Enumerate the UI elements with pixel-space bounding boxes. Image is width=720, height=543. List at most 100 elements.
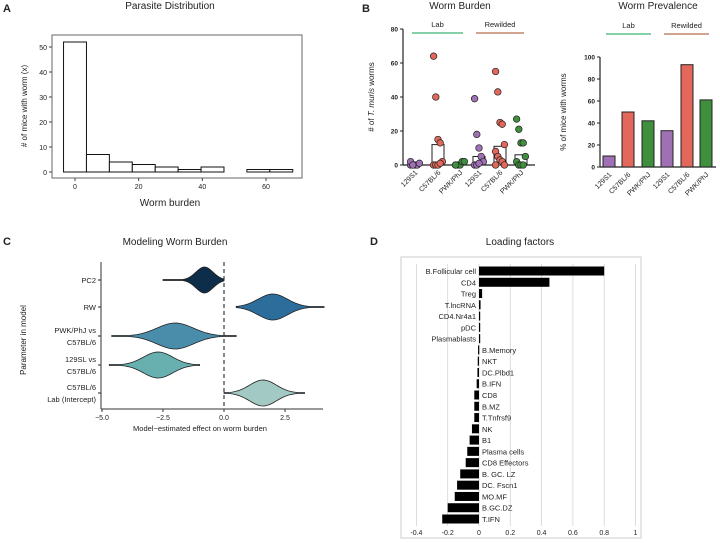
data-point [460,157,469,166]
violin [162,266,225,294]
loading-bar [479,300,481,310]
data-point [519,161,527,169]
panel-label: A [3,3,11,15]
x-tick-label: 0.4 [537,530,547,537]
loading-bar [442,514,479,524]
loading-bar [469,435,479,445]
panel-label: D [370,236,378,248]
prevalence-bar [660,130,674,168]
histogram-bar [63,41,87,173]
histogram-bar [177,169,202,173]
group-label: Rewilded [485,20,516,29]
histogram-bar [246,169,271,173]
x-tick-label: −5.0 [95,415,109,422]
loading-bar [479,266,605,276]
parameter-label: PWK/PhJ vs [54,326,96,335]
data-point [415,159,424,167]
factor-label: T.IFN [482,515,500,524]
y-tick-label: 20 [39,120,47,127]
chart-title: Parasite Distribution [125,1,214,12]
x-tick-label: -0.4 [410,530,422,537]
data-point [491,161,500,169]
factor-label: DC.Plbd1 [482,368,514,377]
x-tick-label: 1 [634,530,638,537]
x-tick-label: 0 [477,530,481,537]
data-point [473,130,481,139]
panel-label: B [362,3,370,15]
loading-bar [447,503,479,513]
histogram-bar [108,161,133,173]
parameter-label: RW [84,303,97,312]
violin [108,351,200,379]
plot-frame [400,256,642,539]
y-tick-label: 0 [394,163,398,170]
parameter-label: C57BL/6 [67,367,96,376]
panel-label: C [3,236,11,248]
x-tick-label: 0.8 [599,530,609,537]
data-point [429,52,438,60]
y-tick-label: 40 [391,95,399,102]
y-tick-label: 20 [588,143,596,150]
histogram-bar [85,154,110,173]
loading-bar [467,446,479,456]
category-label: 129S1 [464,169,483,188]
loading-bar [465,458,479,468]
y-axis-label-part: worms [367,62,376,88]
x-tick-label: −2.5 [156,415,170,422]
data-point [470,95,479,103]
prevalence-bar [699,99,713,168]
y-tick-label: 10 [39,145,47,152]
y-tick-label: 60 [391,61,399,68]
chart-title: Worm Burden [429,1,491,12]
prevalence-bar [621,111,635,168]
factor-label: B.Follicular cell [426,267,477,276]
category-label: PWK/PhJ [438,169,464,195]
y-tick-label: 30 [39,95,47,102]
y-tick-label: 0 [591,165,595,172]
category-label: 129S1 [652,171,671,190]
group-label: Rewilded [671,21,702,30]
violin [235,293,325,321]
factor-label: pDC [461,323,477,332]
data-point [494,88,502,96]
data-point [409,161,417,169]
y-tick-label: 50 [39,45,47,52]
data-point [491,67,500,76]
x-axis-label: Model−estimated effect on worm burden [133,424,267,433]
y-tick-label: 60 [588,99,596,106]
y-tick-label: 40 [588,121,596,128]
data-point [436,159,444,167]
factor-label: B.IFN [482,380,501,389]
y-axis-label-part: # of [367,116,376,132]
group-label: Lab [622,21,635,30]
loading-bar [471,424,479,434]
factor-label: Plasma cells [482,447,524,456]
y-tick-label: 80 [588,77,596,84]
x-tick-label: 0.0 [219,415,229,422]
histogram-bar [200,166,225,173]
y-axis-label-part: T. muris [367,88,376,116]
loading-bar [479,322,481,332]
x-tick-label: -0.2 [442,530,454,537]
factor-label: B.MZ [482,402,500,411]
loading-bar [479,289,483,299]
y-axis-label: % of mice with worms [559,73,568,150]
loading-bar [477,356,479,366]
data-point [512,115,521,123]
x-tick-label: 20 [135,184,143,191]
x-tick-label: 60 [262,184,270,191]
chart-title: Loading factors [486,237,554,248]
histogram-bar [131,164,156,173]
x-axis-label: Worm burden [140,198,200,209]
loading-bar [479,277,550,287]
violin [111,322,237,350]
parameter-label: 129SL vs [65,355,96,364]
factor-label: CD4 [461,278,476,287]
data-point [432,93,440,101]
x-tick-label: 0 [73,184,77,191]
factor-label: B1 [482,436,491,445]
data-point [451,161,460,169]
x-tick-label: 40 [198,184,206,191]
